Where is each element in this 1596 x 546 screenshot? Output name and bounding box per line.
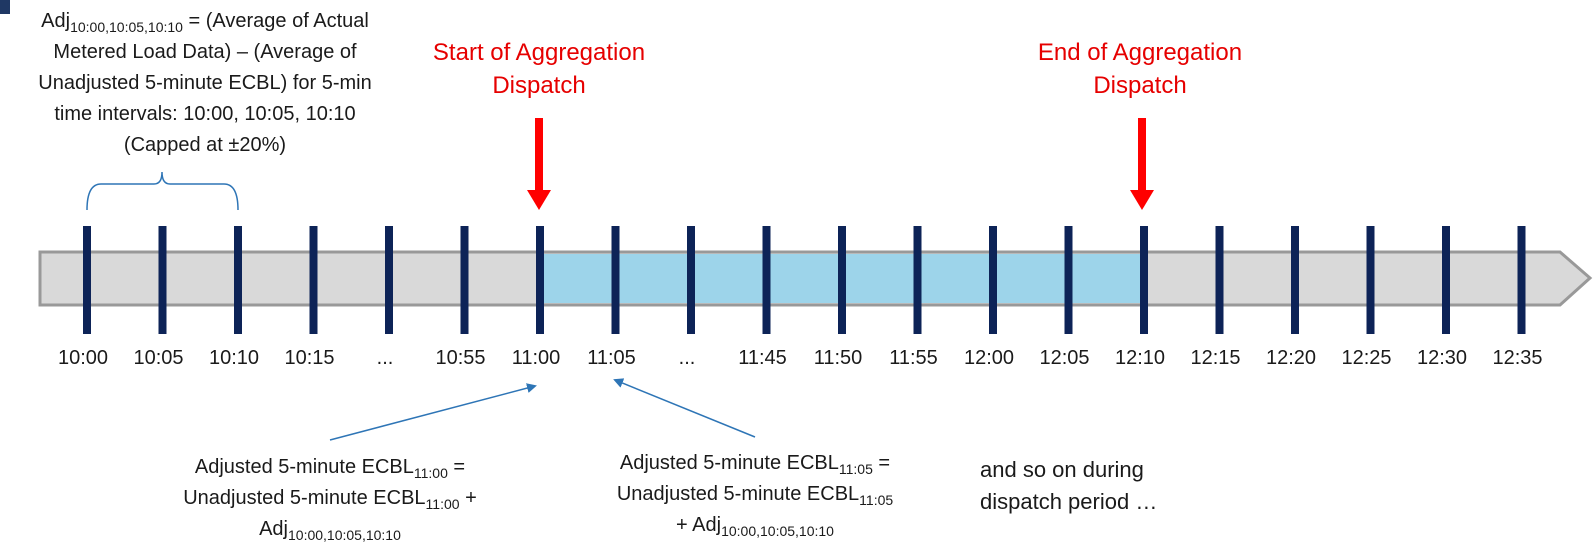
continuation-line-1: and so on during bbox=[980, 457, 1144, 482]
tick-marks bbox=[83, 226, 1526, 334]
tick-mark bbox=[536, 226, 544, 334]
formula-1105-suffix-1: = bbox=[872, 452, 891, 474]
formula-1100-suffix-2: + bbox=[459, 487, 477, 509]
tick-label: 10:00 bbox=[57, 347, 109, 369]
tick-label: 12:05 bbox=[1039, 347, 1090, 369]
tick-label: 11:05 bbox=[587, 347, 636, 369]
adj-line-3: Unadjusted 5-minute ECBL) for 5-min bbox=[38, 72, 372, 94]
pointer-to-1100 bbox=[329, 383, 537, 441]
tick-mark bbox=[762, 226, 771, 334]
tick-label: 11:55 bbox=[889, 347, 938, 369]
tick-label: 12:20 bbox=[1265, 347, 1317, 369]
tick-mark bbox=[83, 226, 91, 334]
adj-line-5: (Capped at ±20%) bbox=[123, 134, 287, 156]
tick-label: 10:05 bbox=[133, 347, 184, 369]
start-label-line-2: Dispatch bbox=[492, 72, 586, 99]
tick-mark bbox=[460, 226, 469, 334]
formula-1100: Adjusted 5-minute ECBL11:00 = Unadjusted… bbox=[130, 452, 530, 545]
continuation-line-2: dispatch period … bbox=[980, 489, 1158, 514]
tick-label: 12:00 bbox=[963, 347, 1015, 369]
formula-1100-line-3: Adj bbox=[259, 518, 288, 540]
adj-line-2: Metered Load Data) – (Average of bbox=[53, 41, 357, 63]
start-dispatch-arrow bbox=[527, 118, 551, 210]
tick-mark bbox=[309, 226, 318, 334]
formula-1100-sub-1: 11:00 bbox=[413, 465, 448, 481]
tick-mark bbox=[1291, 226, 1299, 334]
tick-mark bbox=[234, 226, 242, 334]
formula-1100-sub-3: 10:00,10:05,10:10 bbox=[288, 527, 401, 543]
formula-1105-sub-1: 11:05 bbox=[838, 461, 873, 477]
formula-1100-sub-2: 11:00 bbox=[425, 496, 460, 512]
adj-symbol: Adj bbox=[41, 10, 71, 32]
adj-subscript: 10:00,10:05,10:10 bbox=[70, 19, 183, 35]
start-dispatch-label: Start of Aggregation Dispatch bbox=[399, 36, 679, 102]
formula-1100-line-1: Adjusted 5-minute ECBL bbox=[194, 456, 414, 478]
tick-mark bbox=[1442, 226, 1450, 334]
corner-marker bbox=[0, 0, 10, 14]
tick-label: ... bbox=[376, 347, 394, 369]
tick-label: 12:35 bbox=[1492, 347, 1543, 369]
formula-1105: Adjusted 5-minute ECBL11:05 = Unadjusted… bbox=[555, 448, 955, 541]
tick-mark bbox=[1140, 226, 1148, 334]
tick-label: 10:10 bbox=[208, 347, 260, 369]
formula-1100-suffix-1: = bbox=[447, 456, 466, 478]
end-label-line-1: End of Aggregation bbox=[1037, 39, 1243, 66]
formula-1105-line-1: Adjusted 5-minute ECBL bbox=[619, 452, 839, 474]
formula-1105-line-2: Unadjusted 5-minute ECBL bbox=[616, 483, 860, 505]
tick-mark bbox=[158, 226, 167, 334]
tick-label: 12:10 bbox=[1114, 347, 1166, 369]
tick-label: 11:45 bbox=[738, 347, 787, 369]
tick-mark bbox=[1366, 226, 1375, 334]
formula-1105-sub-2: 11:05 bbox=[859, 492, 894, 508]
continuation-note: and so on during dispatch period … bbox=[980, 454, 1280, 518]
adjustment-note: Adj10:00,10:05,10:10 = (Average of Actua… bbox=[5, 6, 405, 161]
formula-1100-line-2: Unadjusted 5-minute ECBL bbox=[183, 487, 426, 509]
tick-label: 11:50 bbox=[813, 347, 863, 369]
end-dispatch-label: End of Aggregation Dispatch bbox=[1000, 36, 1280, 102]
tick-mark bbox=[1064, 226, 1073, 334]
end-dispatch-arrow bbox=[1130, 118, 1154, 210]
tick-label: 12:25 bbox=[1341, 347, 1392, 369]
end-label-line-2: Dispatch bbox=[1093, 72, 1187, 99]
tick-mark bbox=[1517, 226, 1526, 334]
tick-mark bbox=[687, 226, 695, 334]
adj-line-1: = (Average of Actual bbox=[182, 10, 369, 32]
tick-label: 10:55 bbox=[435, 347, 486, 369]
tick-mark bbox=[611, 226, 620, 334]
tick-label: 12:30 bbox=[1416, 347, 1468, 369]
tick-label: ... bbox=[678, 347, 696, 369]
tick-mark bbox=[1215, 226, 1224, 334]
formula-1105-line-3: + Adj bbox=[676, 514, 722, 536]
formula-1105-sub-3: 10:00,10:05,10:10 bbox=[721, 523, 834, 539]
tick-label: 10:15 bbox=[284, 347, 335, 369]
tick-mark bbox=[913, 226, 922, 334]
interval-bracket bbox=[86, 171, 239, 211]
tick-label: 12:15 bbox=[1190, 347, 1241, 369]
start-label-line-1: Start of Aggregation bbox=[432, 39, 646, 66]
tick-mark bbox=[838, 226, 846, 334]
tick-mark bbox=[989, 226, 997, 334]
tick-label: 11:00 bbox=[511, 347, 561, 369]
pointer-to-1105 bbox=[613, 378, 756, 438]
tick-mark bbox=[385, 226, 393, 334]
adj-line-4: time intervals: 10:00, 10:05, 10:10 bbox=[54, 103, 356, 125]
